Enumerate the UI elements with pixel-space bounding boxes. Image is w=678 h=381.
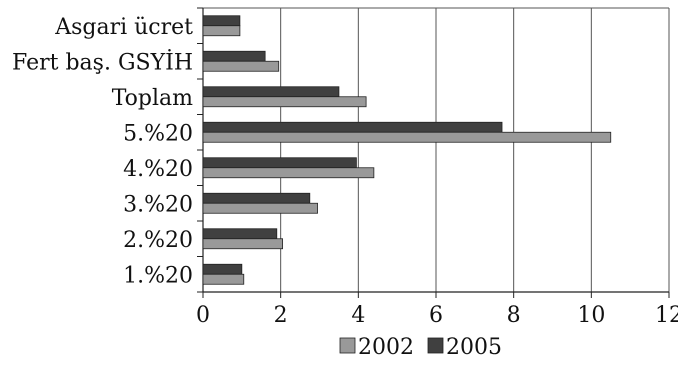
category-label: Fert baş. GSYİH	[12, 48, 193, 75]
category-label: Asgari ücret	[54, 15, 193, 40]
bar-2002	[202, 202, 318, 214]
bar-2002	[202, 273, 245, 285]
x-tick-label: 4	[351, 303, 365, 328]
legend-swatch-2005	[427, 337, 444, 354]
x-tick-label: 6	[429, 303, 443, 328]
bar-2005	[202, 157, 357, 169]
x-tick-label: 12	[655, 303, 678, 328]
bar-2002	[202, 238, 284, 250]
bar-2002	[202, 167, 375, 179]
x-tick-label: 0	[196, 303, 210, 328]
bar-2002	[202, 60, 280, 72]
x-tick-label: 2	[274, 303, 288, 328]
bar-2005	[202, 121, 503, 133]
category-label: 3.%20	[123, 192, 193, 217]
legend-label: 2005	[446, 335, 502, 360]
bar-2005	[202, 263, 243, 275]
bar-2005	[202, 86, 340, 98]
legend-swatch-2002	[339, 337, 356, 354]
bar-2002	[202, 96, 367, 108]
legend-label: 2002	[358, 335, 414, 360]
bar-2005	[202, 50, 266, 62]
category-label: 1.%20	[123, 263, 193, 288]
category-label: 4.%20	[123, 157, 193, 182]
bar-2002	[202, 131, 612, 143]
category-label: 2.%20	[123, 228, 193, 253]
bar-2002	[202, 25, 241, 37]
bar-2005	[202, 192, 311, 204]
category-label: Toplam	[112, 86, 193, 111]
category-label: 5.%20	[123, 121, 193, 146]
bar-2005	[202, 228, 278, 240]
x-tick-label: 10	[577, 303, 605, 328]
bar-2005	[202, 15, 241, 27]
x-tick-label: 8	[507, 303, 521, 328]
